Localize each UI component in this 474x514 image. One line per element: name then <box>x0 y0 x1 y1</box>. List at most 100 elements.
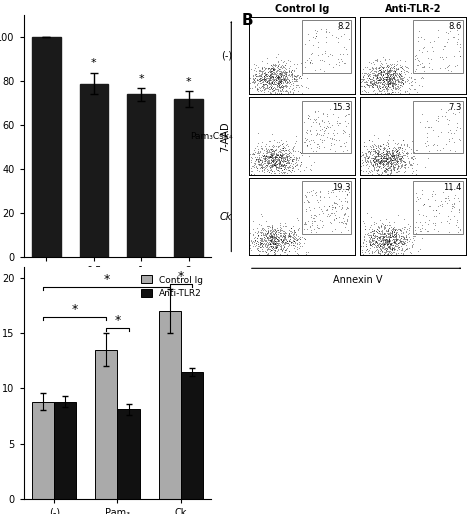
Point <box>277 82 284 90</box>
Point <box>268 159 275 168</box>
Point <box>379 70 386 79</box>
Point <box>256 147 264 155</box>
Point <box>386 90 393 99</box>
Point <box>382 156 389 164</box>
Point <box>386 89 393 97</box>
Point <box>380 145 388 153</box>
Point <box>258 90 266 99</box>
Point <box>451 146 458 155</box>
Point <box>367 233 375 241</box>
Point <box>268 223 276 231</box>
Point <box>273 76 281 84</box>
Point <box>281 66 288 74</box>
Point <box>246 241 254 249</box>
Point <box>281 234 289 243</box>
Point <box>435 112 442 120</box>
Point <box>257 76 264 84</box>
Point <box>387 238 394 247</box>
Point <box>249 162 257 171</box>
Point <box>375 233 383 241</box>
Point <box>398 152 406 160</box>
Point <box>393 156 401 164</box>
Point <box>259 75 267 83</box>
Point <box>362 246 369 254</box>
Point <box>275 79 283 87</box>
Point <box>303 135 311 143</box>
Point <box>263 158 271 166</box>
Point <box>266 162 274 171</box>
Point <box>271 236 278 245</box>
Point <box>401 239 408 247</box>
Point <box>403 75 410 83</box>
Point <box>262 152 269 160</box>
Point <box>387 70 394 79</box>
Point <box>275 162 283 171</box>
Point <box>268 78 275 86</box>
Point <box>283 157 290 166</box>
Point <box>303 188 311 196</box>
Point <box>281 148 288 156</box>
Point <box>257 74 265 82</box>
Point <box>264 54 271 62</box>
Point <box>381 168 389 176</box>
Point <box>292 158 300 166</box>
Point <box>264 238 271 246</box>
Point <box>293 243 301 251</box>
Point <box>390 75 398 83</box>
Point <box>329 203 337 211</box>
Point <box>398 160 405 169</box>
Point <box>266 171 273 179</box>
Point <box>306 58 314 66</box>
Point <box>386 247 393 255</box>
Point <box>265 154 273 162</box>
Point <box>280 229 287 237</box>
Point <box>393 65 401 74</box>
Point <box>282 144 289 152</box>
Point <box>401 223 409 231</box>
Point <box>370 229 378 237</box>
Point <box>345 188 352 196</box>
Point <box>280 232 287 240</box>
Point <box>399 228 407 236</box>
Point <box>260 151 267 159</box>
Point <box>260 78 267 86</box>
Point <box>375 66 383 75</box>
Point <box>268 74 275 82</box>
Point <box>367 77 374 85</box>
Point <box>264 159 271 167</box>
Point <box>266 68 274 76</box>
Point <box>290 86 298 94</box>
Point <box>375 82 383 90</box>
Point <box>376 142 383 150</box>
Point <box>269 240 277 248</box>
Point <box>444 120 451 128</box>
Point <box>366 237 374 246</box>
Point <box>292 72 299 80</box>
Point <box>279 68 286 77</box>
Point <box>399 237 407 246</box>
Point <box>379 66 386 75</box>
Point <box>405 224 412 232</box>
Point <box>365 153 373 161</box>
Point <box>385 79 392 87</box>
Point <box>287 229 295 237</box>
Point <box>323 206 331 214</box>
Point <box>287 68 294 76</box>
Point <box>274 57 282 65</box>
Point <box>302 248 310 256</box>
Point <box>381 83 389 91</box>
Point <box>380 152 388 160</box>
Point <box>383 72 390 81</box>
Point <box>375 76 383 84</box>
Point <box>266 66 274 74</box>
Point <box>382 82 389 90</box>
Point <box>388 244 396 252</box>
Point <box>258 57 266 65</box>
Point <box>391 163 398 171</box>
Point <box>379 229 387 237</box>
Point <box>398 72 405 80</box>
Point <box>290 237 298 245</box>
Point <box>281 150 288 158</box>
Point <box>435 33 442 41</box>
Point <box>378 160 385 169</box>
